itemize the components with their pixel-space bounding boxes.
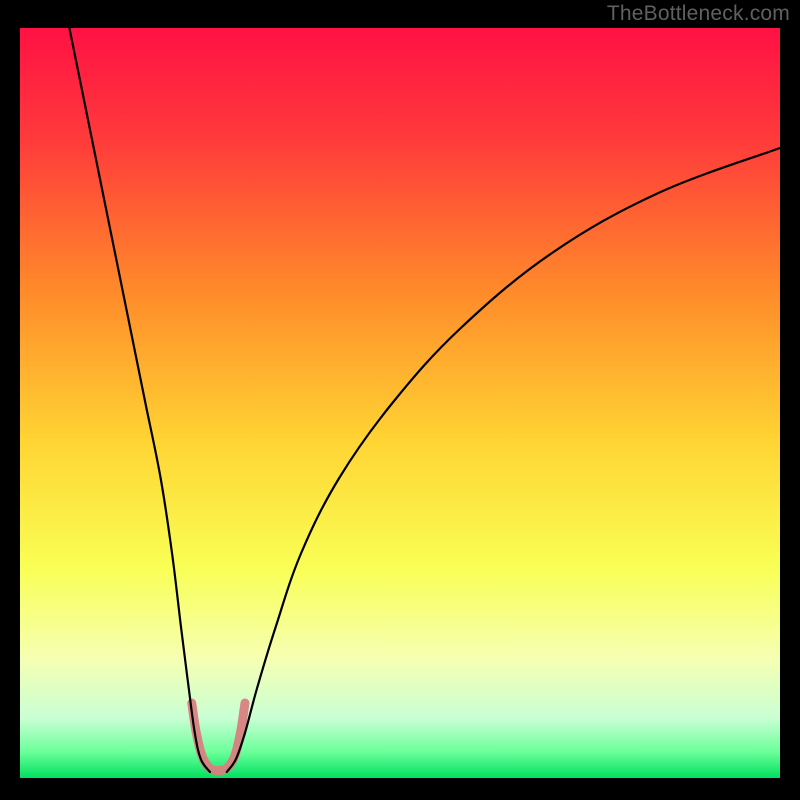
chart-background bbox=[20, 28, 780, 778]
chart-svg bbox=[20, 28, 780, 778]
watermark-text: TheBottleneck.com bbox=[607, 2, 790, 26]
chart-container bbox=[20, 28, 780, 778]
